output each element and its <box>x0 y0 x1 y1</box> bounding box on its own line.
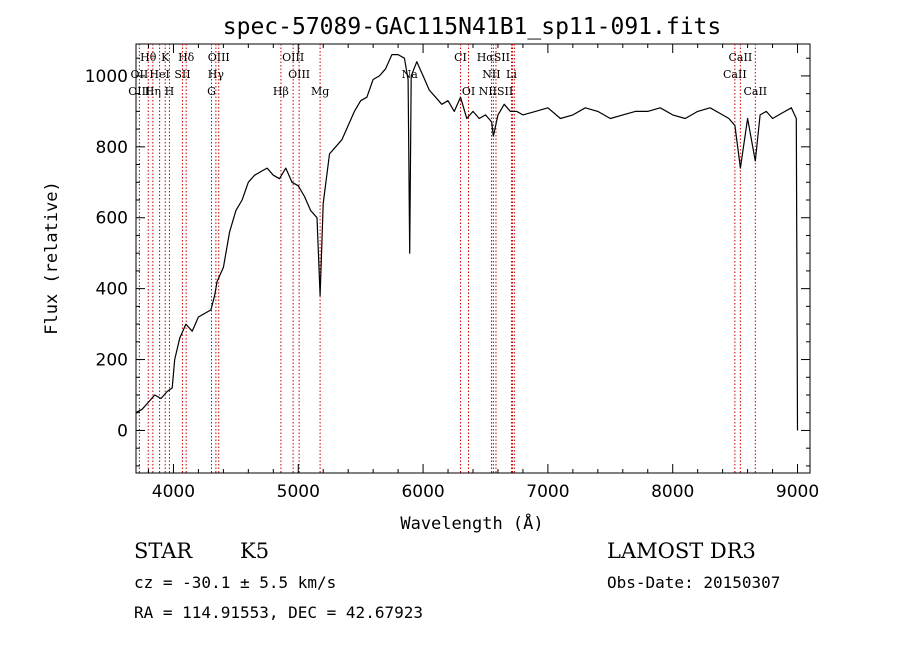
chart-title: spec-57089-GAC115N41B1_sp11-091.fits <box>223 14 722 40</box>
line-label: CaII <box>723 68 747 81</box>
marker-lines <box>138 44 756 473</box>
line-label: HeI <box>149 68 169 81</box>
line-label: OI <box>462 85 475 98</box>
line-label: Hη <box>145 85 161 98</box>
y-tick-label: 1000 <box>85 67 128 87</box>
line-labels: Hθ K Hδ OIII OIII CI HαSII CaII OII HeI SII Hγ OIII N… <box>128 51 767 98</box>
y-tick-label: 600 <box>96 209 128 229</box>
coordinates-text: RA = 114.91553, DEC = 42.67923 <box>134 603 423 622</box>
line-label: Hγ <box>208 68 225 81</box>
line-label: G <box>207 85 216 98</box>
x-tick-label: 4000 <box>152 482 195 502</box>
line-label: SII <box>174 68 190 81</box>
line-label: H <box>165 85 175 98</box>
line-label: NIISII <box>479 85 514 98</box>
y-tick-label: 200 <box>96 351 128 371</box>
flux-series <box>135 53 799 431</box>
line-label: Hβ <box>273 85 289 98</box>
object-subclass: K5 <box>240 539 270 563</box>
line-label: OII <box>131 68 149 81</box>
survey-label: LAMOST DR3 <box>607 539 756 563</box>
series-line-flux <box>135 53 799 431</box>
x-axis: 4000 5000 6000 7000 8000 9000 <box>147 44 819 502</box>
y-tick-label: 800 <box>96 138 128 158</box>
y-axis-label: Flux (relative) <box>42 181 62 335</box>
line-label: OIII <box>128 85 150 98</box>
y-axis: 0 200 400 600 800 1000 <box>85 57 810 467</box>
obs-date-text: Obs-Date: 20150307 <box>607 573 781 592</box>
line-label: OIII <box>282 51 304 64</box>
line-label: Li <box>506 68 517 81</box>
x-tick-label: 5000 <box>277 482 320 502</box>
x-tick-label: 9000 <box>776 482 819 502</box>
x-tick-label: 8000 <box>651 482 694 502</box>
line-label: Hθ <box>140 51 157 64</box>
object-class: STAR <box>134 539 193 563</box>
line-label: CaII <box>743 85 767 98</box>
y-tick-label: 400 <box>96 280 128 300</box>
line-label: NII <box>482 68 500 81</box>
line-label: K <box>161 51 170 64</box>
line-label: Mg <box>311 85 329 98</box>
line-label: CI <box>454 51 467 64</box>
y-tick-label: 0 <box>117 421 128 441</box>
line-label: Na <box>402 68 419 81</box>
x-tick-label: 7000 <box>526 482 569 502</box>
line-label: HαSII <box>477 51 510 64</box>
line-label: OIII <box>288 68 310 81</box>
line-label: OIII <box>208 51 230 64</box>
x-axis-label: Wavelength (Å) <box>400 512 543 534</box>
line-label: CaII <box>729 51 753 64</box>
x-tick-label: 6000 <box>401 482 444 502</box>
line-label: Hδ <box>178 51 195 64</box>
redshift-text: cz = -30.1 ± 5.5 km/s <box>134 573 337 592</box>
